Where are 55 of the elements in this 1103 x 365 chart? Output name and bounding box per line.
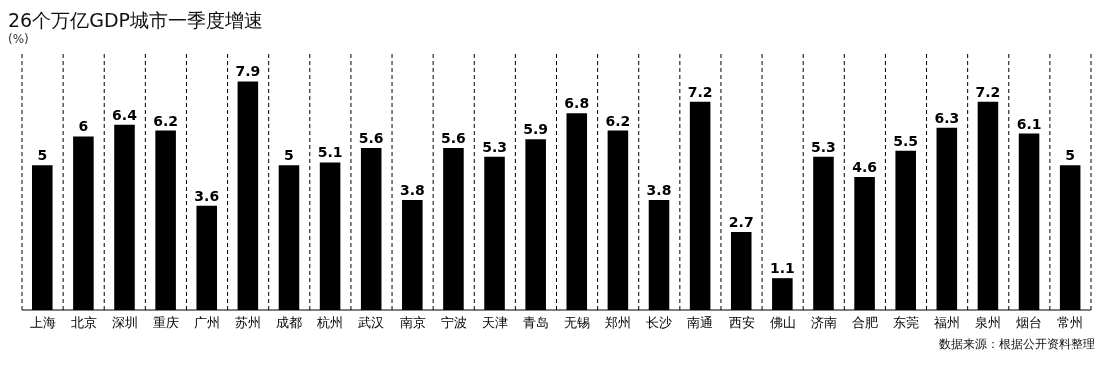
data-label: 5.5 — [893, 132, 919, 149]
x-tick-label: 无锡 — [564, 315, 591, 331]
data-label: 5.6 — [441, 129, 466, 146]
data-label: 4.6 — [852, 158, 877, 175]
x-tick-label: 烟台 — [1016, 315, 1043, 331]
data-label: 6.8 — [564, 95, 590, 112]
data-label: 3.6 — [194, 187, 220, 204]
x-tick-label: 北京 — [70, 315, 97, 331]
data-label: 6.2 — [605, 112, 631, 129]
x-tick-label: 泉州 — [975, 315, 1002, 331]
data-label: 6 — [78, 118, 89, 135]
x-tick-label: 宁波 — [440, 315, 467, 331]
data-label: 3.8 — [399, 182, 425, 199]
x-tick-label: 青岛 — [522, 315, 549, 331]
x-tick-label: 常州 — [1057, 315, 1084, 331]
data-label: 1.1 — [769, 260, 795, 277]
x-tick-label: 合肥 — [851, 315, 878, 331]
data-label: 5.9 — [523, 121, 549, 138]
x-tick-label: 广州 — [194, 315, 221, 331]
data-label: 7.2 — [687, 83, 713, 100]
data-label: 5 — [1065, 147, 1076, 164]
x-tick-label: 杭州 — [316, 315, 344, 331]
data-label: 6.2 — [153, 112, 179, 129]
data-label: 6.4 — [112, 106, 138, 123]
data-label: 6.3 — [934, 109, 960, 126]
x-tick-label: 福州 — [934, 315, 961, 331]
x-tick-label: 南京 — [399, 315, 426, 331]
x-tick-label: 东莞 — [892, 315, 919, 331]
data-label: 5.1 — [317, 144, 343, 161]
data-label: 5 — [284, 147, 294, 164]
x-tick-label: 长沙 — [646, 315, 673, 331]
x-tick-label: 佛山 — [769, 315, 796, 331]
data-label: 3.8 — [646, 182, 672, 199]
x-tick-label: 南通 — [687, 315, 714, 331]
x-tick-label: 济南 — [810, 315, 837, 331]
data-label: 5.6 — [358, 129, 384, 146]
x-tick-label: 苏州 — [235, 315, 262, 331]
source-note: 数据来源：根据公开资料整理 — [938, 336, 1095, 353]
x-tick-label: 天津 — [481, 315, 508, 331]
x-tick-label: 成都 — [276, 315, 303, 331]
chart-title: 26个万亿GDP城市一季度增速 — [8, 8, 264, 32]
x-tick-label: 重庆 — [152, 315, 179, 331]
x-tick-label: 西安 — [728, 315, 755, 331]
data-label: 5.3 — [811, 138, 836, 155]
data-label: 5.3 — [482, 138, 507, 155]
x-tick-label: 深圳 — [111, 315, 138, 331]
data-label: 2.7 — [728, 213, 754, 230]
data-label: 7.2 — [975, 83, 1001, 100]
data-label: 6.1 — [1016, 115, 1042, 132]
data-label: 5 — [37, 147, 48, 164]
x-tick-label: 郑州 — [605, 315, 632, 331]
y-axis-title: (%) — [8, 32, 30, 46]
data-label: 7.9 — [235, 63, 261, 80]
x-tick-label: 武汉 — [358, 315, 385, 331]
x-tick-label: 上海 — [29, 315, 56, 331]
